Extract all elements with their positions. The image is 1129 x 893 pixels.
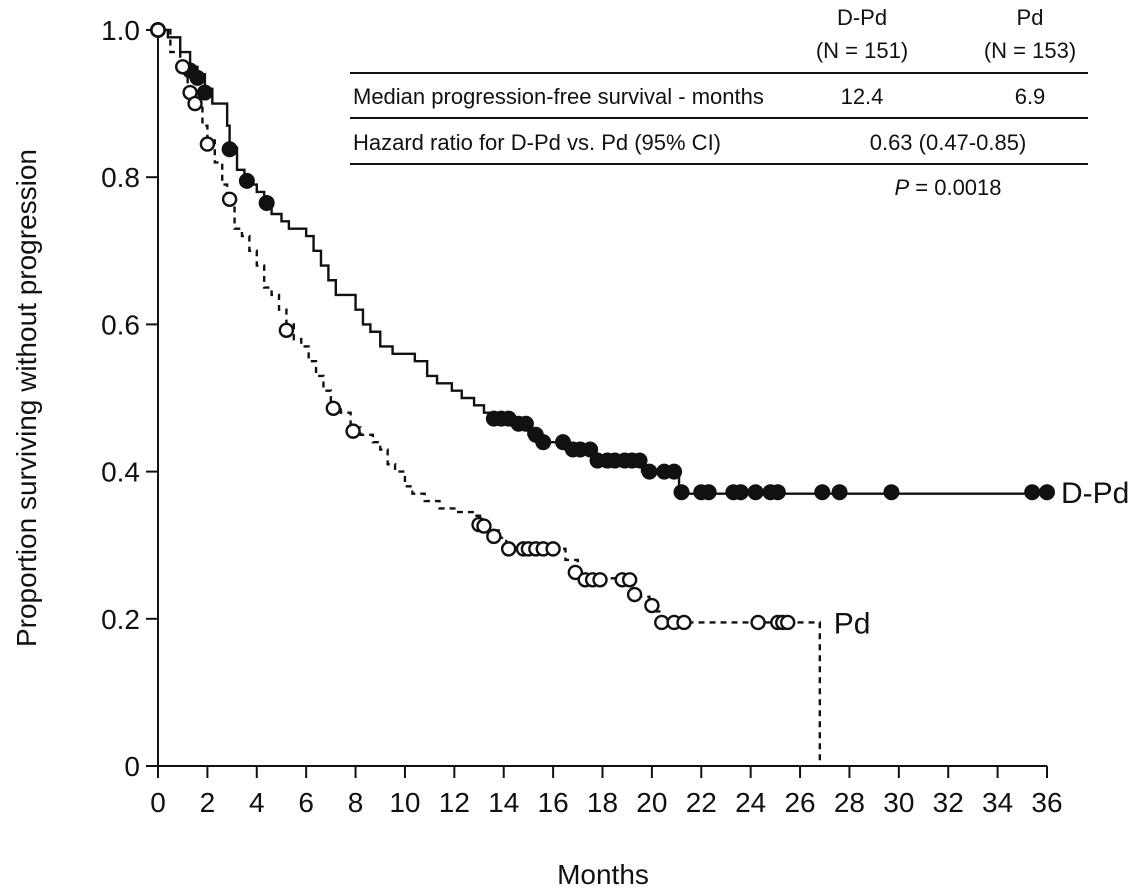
y-tick-label: 0.8 — [101, 162, 140, 193]
censor-mark-pd — [187, 95, 203, 112]
censor-mark-d-pd — [258, 194, 275, 211]
censor-mark-d-pd — [1039, 484, 1055, 501]
table-row1-val1: 12.4 — [841, 84, 884, 109]
table-col1-header-line2: (N = 151) — [816, 38, 908, 63]
censor-mark-pd — [676, 614, 692, 631]
censor-mark-d-pd — [582, 441, 599, 458]
censor-mark-pd — [567, 564, 584, 581]
censor-mark-d-pd — [1024, 484, 1041, 501]
x-tick-label: 36 — [1031, 787, 1062, 818]
censor-mark-pd — [592, 572, 608, 588]
x-tick-label: 6 — [298, 787, 314, 818]
y-tick-label: 0.4 — [101, 457, 140, 488]
censor-mark-pd — [780, 614, 796, 631]
censor-mark-d-pd — [732, 484, 749, 501]
censor-mark-d-pd — [641, 463, 658, 480]
x-tick-label: 22 — [686, 787, 717, 818]
censor-mark-d-pd — [535, 434, 552, 451]
censor-mark-pd — [500, 541, 517, 557]
x-tick-label: 28 — [834, 787, 865, 818]
x-tick-label: 32 — [933, 787, 964, 818]
y-tick-label: 0 — [124, 751, 140, 782]
x-tick-label: 20 — [636, 787, 667, 818]
censor-mark-d-pd — [747, 484, 764, 501]
table-row2-val: 0.63 (0.47-0.85) — [870, 130, 1027, 155]
p-value: = 0.0018 — [909, 175, 1001, 200]
censor-mark-pd — [174, 59, 191, 75]
table-row1-val2: 6.9 — [1015, 84, 1046, 109]
x-tick-label: 10 — [389, 787, 420, 818]
censor-mark-pd — [345, 423, 361, 439]
censor-mark-d-pd — [631, 452, 648, 469]
x-tick-label: 0 — [150, 787, 166, 818]
x-tick-label: 24 — [735, 787, 766, 818]
table-col1-header-line1: D-Pd — [837, 5, 887, 30]
y-tick-label: 0.2 — [101, 604, 140, 635]
censor-mark-pd — [654, 614, 670, 631]
x-tick-label: 16 — [538, 787, 569, 818]
series-label-pd: Pd — [834, 607, 871, 640]
censor-mark-d-pd — [238, 172, 255, 189]
censor-mark-d-pd — [769, 484, 786, 501]
x-tick-label: 30 — [883, 787, 914, 818]
series-label-layer: D-Pd Pd — [834, 477, 1129, 640]
x-tick-label: 14 — [488, 787, 519, 818]
y-ticks: 0 0.2 0.4 0.6 0.8 1.0 — [101, 15, 158, 782]
inset-table: D-Pd (N = 151) Pd (N = 153) Median progr… — [350, 5, 1088, 200]
table-col2-header-line1: Pd — [1017, 5, 1044, 30]
x-tick-label: 12 — [439, 787, 470, 818]
censor-mark-pd — [486, 528, 502, 545]
censor-mark-pd — [278, 322, 295, 338]
censor-mark-pd — [750, 614, 766, 631]
series-line-pd — [158, 28, 822, 766]
censor-mark-pd — [545, 541, 561, 557]
x-axis-title: Months — [557, 859, 649, 890]
censor-mark-pd — [150, 22, 166, 38]
x-tick-label: 34 — [982, 787, 1013, 818]
censor-mark-pd — [626, 586, 643, 603]
x-tick-label: 2 — [200, 787, 216, 818]
censor-mark-d-pd — [517, 415, 534, 432]
x-tick-label: 26 — [784, 787, 815, 818]
p-label: P — [894, 175, 909, 200]
censor-mark-d-pd — [700, 484, 717, 501]
censor-mark-pd — [221, 191, 238, 207]
censor-mark-pd — [621, 572, 638, 588]
series-label-d-pd: D-Pd — [1061, 477, 1129, 510]
censor-mark-d-pd — [831, 484, 848, 501]
y-tick-label: 1.0 — [101, 15, 140, 46]
censor-marker-layer — [150, 22, 1055, 631]
x-tick-label: 8 — [348, 787, 364, 818]
x-ticks: 0 2 4 6 8 10 12 14 16 18 20 22 24 26 28 30 32 34 36 — [150, 766, 1063, 818]
censor-mark-pd — [325, 400, 342, 417]
y-axis-title: Proportion surviving without progression — [11, 149, 42, 647]
x-tick-label: 18 — [587, 787, 618, 818]
table-col2-header-line2: (N = 153) — [984, 38, 1076, 63]
censor-mark-pd — [644, 597, 660, 614]
censor-mark-d-pd — [673, 484, 690, 501]
censor-mark-d-pd — [883, 484, 900, 501]
censor-mark-d-pd — [221, 141, 238, 158]
table-row2-label: Hazard ratio for D-Pd vs. Pd (95% CI) — [353, 130, 721, 155]
censor-mark-d-pd — [189, 69, 206, 86]
table-p-value: P = 0.0018 — [894, 175, 1001, 200]
x-tick-label: 4 — [249, 787, 265, 818]
y-tick-label: 0.6 — [101, 309, 140, 340]
censor-mark-pd — [476, 518, 492, 534]
censor-mark-pd — [199, 136, 216, 152]
table-row1-label: Median progression-free survival - month… — [353, 84, 764, 109]
censor-mark-d-pd — [814, 484, 831, 501]
censor-mark-d-pd — [666, 463, 683, 480]
